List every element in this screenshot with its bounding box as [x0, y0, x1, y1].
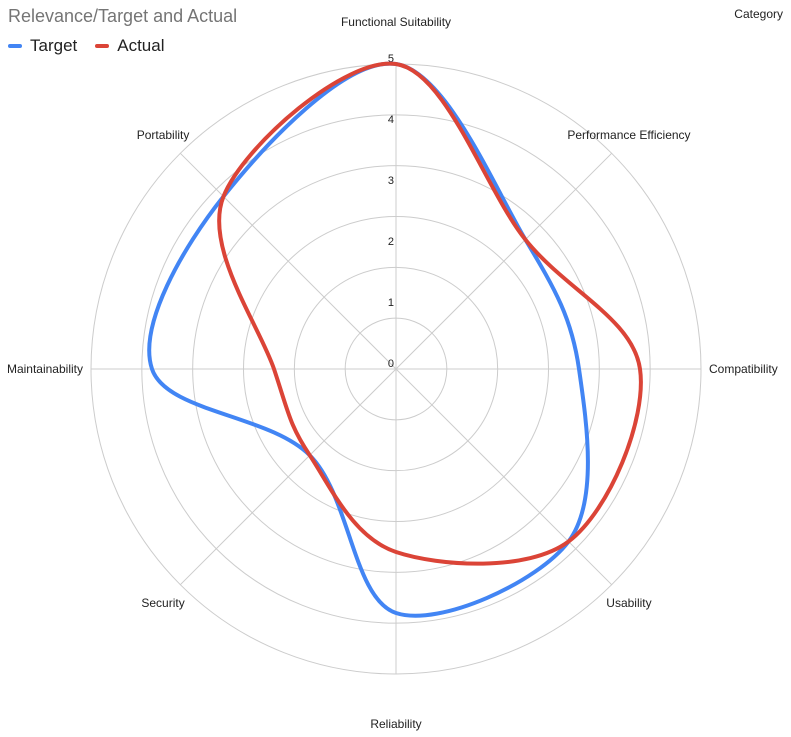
legend-swatch-actual — [95, 44, 110, 48]
category-axis-label: Usability — [606, 596, 651, 610]
series-line-actual[interactable] — [217, 61, 643, 566]
tick-label: 1 — [388, 297, 394, 309]
tick-label: 2 — [388, 236, 394, 248]
grid-spoke — [395, 152, 613, 370]
legend-item-target[interactable]: Target — [8, 36, 77, 56]
tick-label: 5 — [388, 53, 394, 65]
category-label: Category — [734, 7, 783, 21]
grid-spoke — [179, 368, 397, 586]
tick-label: 4 — [388, 114, 394, 126]
category-axis-label: Compatibility — [709, 362, 778, 376]
category-axis-label: Performance Efficiency — [567, 128, 690, 142]
legend-label-target: Target — [30, 36, 78, 55]
grid-spoke — [395, 368, 613, 586]
category-axis-label: Functional Suitability — [341, 15, 451, 29]
chart-title: Relevance/Target and Actual — [8, 6, 238, 26]
legend-label-actual: Actual — [117, 36, 165, 55]
legend-item-actual[interactable]: Actual — [95, 36, 165, 56]
category-axis-label: Security — [141, 596, 184, 610]
category-axis-label: Maintainability — [7, 362, 83, 376]
series-line-target[interactable] — [147, 61, 590, 618]
legend-swatch-target — [8, 44, 22, 48]
tick-label: 3 — [388, 175, 394, 187]
category-axis-label: Reliability — [370, 717, 421, 731]
tick-label: 0 — [388, 358, 394, 370]
grid-spoke — [179, 152, 397, 370]
legend: Target Actual — [8, 36, 165, 56]
category-axis-label: Portability — [137, 128, 190, 142]
